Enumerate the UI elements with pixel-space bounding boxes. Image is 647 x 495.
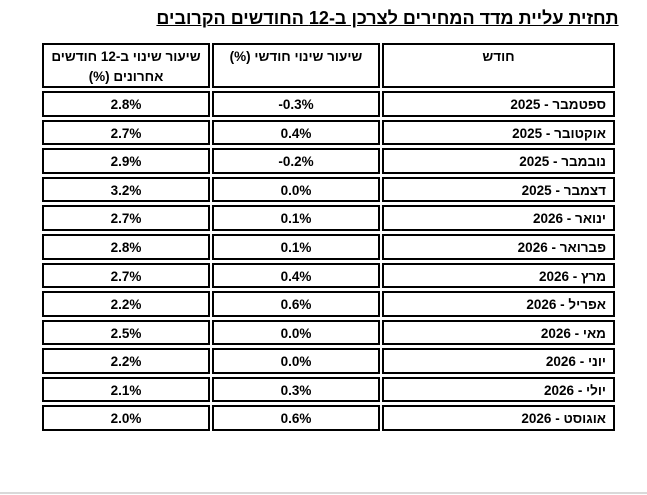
month-cell: מרץ - 2026 (382, 262, 615, 289)
month-cell: דצמבר - 2025 (382, 176, 615, 203)
table-row: דצמבר - 2025 0.0% 3.2% (42, 176, 615, 203)
annual-change-cell: 2.8% (42, 91, 210, 117)
annual-change-cell: 2.1% (42, 376, 210, 403)
annual-change-cell: 2.7% (42, 205, 210, 231)
table-row: ינואר - 2026 0.1% 2.7% (42, 205, 615, 231)
table-row: פברואר - 2026 0.1% 2.8% (42, 233, 615, 260)
col-header-monthly-change: שיעור שינוי חודשי (%) (212, 43, 380, 89)
table-row: יוני - 2026 0.0% 2.2% (42, 348, 615, 374)
monthly-change-cell: 0.1% (212, 205, 380, 231)
monthly-change-cell: 0.4% (212, 119, 380, 146)
month-cell: יולי - 2026 (382, 376, 615, 403)
month-cell: ספטמבר - 2025 (382, 91, 615, 117)
month-cell: מאי - 2026 (382, 319, 615, 346)
month-cell: אוגוסט - 2026 (382, 405, 615, 431)
page-title: תחזית עליית מדד המחירים לצרכן ב-12 החודש… (156, 8, 619, 28)
table-row: מאי - 2026 0.0% 2.5% (42, 319, 615, 346)
monthly-change-cell: 0.6% (212, 291, 380, 317)
monthly-change-cell: 0.3% (212, 376, 380, 403)
monthly-change-cell: 0.0% (212, 348, 380, 374)
monthly-change-cell: -0.3% (212, 91, 380, 117)
table-row: נובמבר - 2025 -0.2% 2.9% (42, 148, 615, 174)
annual-change-cell: 2.7% (42, 262, 210, 289)
monthly-change-cell: 0.0% (212, 176, 380, 203)
annual-change-cell: 2.9% (42, 148, 210, 174)
annual-change-cell: 2.0% (42, 405, 210, 431)
table-header-row: חודש שיעור שינוי חודשי (%) שיעור שינוי ב… (42, 43, 615, 89)
month-cell: אוקטובר - 2025 (382, 119, 615, 146)
monthly-change-cell: 0.4% (212, 262, 380, 289)
table-row: אוקטובר - 2025 0.4% 2.7% (42, 119, 615, 146)
page-bottom-edge (0, 492, 647, 494)
table-row: מרץ - 2026 0.4% 2.7% (42, 262, 615, 289)
month-cell: אפריל - 2026 (382, 291, 615, 317)
table-row: יולי - 2026 0.3% 2.1% (42, 376, 615, 403)
table-row: אפריל - 2026 0.6% 2.2% (42, 291, 615, 317)
annual-change-cell: 2.2% (42, 348, 210, 374)
table-row: אוגוסט - 2026 0.6% 2.0% (42, 405, 615, 431)
cpi-forecast-table: חודש שיעור שינוי חודשי (%) שיעור שינוי ב… (40, 40, 617, 434)
month-cell: פברואר - 2026 (382, 233, 615, 260)
month-cell: יוני - 2026 (382, 348, 615, 374)
annual-change-cell: 2.5% (42, 319, 210, 346)
monthly-change-cell: 0.1% (212, 233, 380, 260)
annual-change-cell: 2.2% (42, 291, 210, 317)
monthly-change-cell: 0.6% (212, 405, 380, 431)
month-cell: נובמבר - 2025 (382, 148, 615, 174)
table-row: ספטמבר - 2025 -0.3% 2.8% (42, 91, 615, 117)
annual-change-cell: 3.2% (42, 176, 210, 203)
annual-change-cell: 2.8% (42, 233, 210, 260)
monthly-change-cell: -0.2% (212, 148, 380, 174)
col-header-annual-change: שיעור שינוי ב-12 חודשים אחרונים (%) (42, 43, 210, 89)
col-header-month: חודש (382, 43, 615, 89)
annual-change-cell: 2.7% (42, 119, 210, 146)
monthly-change-cell: 0.0% (212, 319, 380, 346)
month-cell: ינואר - 2026 (382, 205, 615, 231)
